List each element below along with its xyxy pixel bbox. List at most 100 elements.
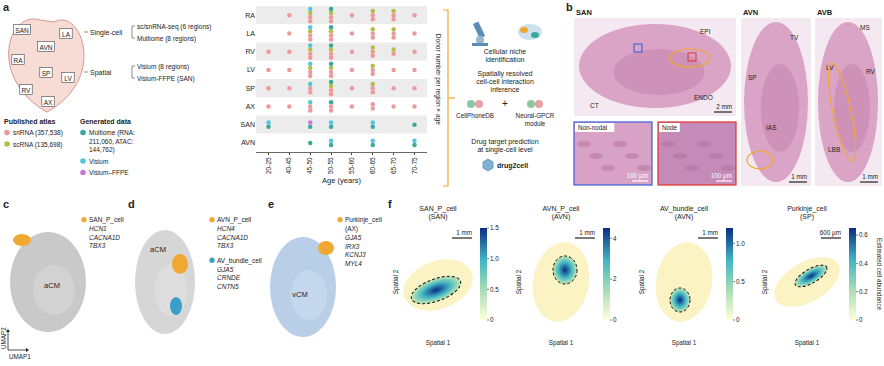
svg-text:d: d — [128, 198, 135, 210]
svg-text:Spatial 1: Spatial 1 — [672, 339, 697, 347]
svg-text:100 μm: 100 μm — [627, 172, 648, 180]
svg-text:RV: RV — [866, 68, 876, 75]
svg-text:(AVN): (AVN) — [675, 213, 694, 221]
svg-text:KCNJ3: KCNJ3 — [345, 251, 366, 258]
svg-text:CNTN5: CNTN5 — [217, 283, 239, 290]
svg-text:SAN: SAN — [15, 27, 29, 34]
svg-text:AVB: AVB — [817, 8, 833, 17]
svg-text:cell-cell interaction: cell-cell interaction — [476, 78, 534, 85]
svg-text:c: c — [3, 198, 9, 210]
svg-text:Multiome (RNA:: Multiome (RNA: — [89, 129, 135, 137]
svg-text:AX: AX — [44, 99, 53, 106]
svg-text:UMAP2: UMAP2 — [0, 327, 7, 349]
svg-text:Node: Node — [662, 124, 678, 131]
svg-text:SAN_P_cell: SAN_P_cell — [419, 205, 457, 213]
svg-text:MS: MS — [860, 24, 870, 31]
svg-text:Published atlas: Published atlas — [4, 118, 55, 125]
svg-text:AVN_P_cell: AVN_P_cell — [217, 216, 252, 224]
svg-text:1.5: 1.5 — [490, 224, 499, 231]
svg-text:Spatially resolved: Spatially resolved — [478, 70, 533, 78]
svg-text:Estimated cell abundance: Estimated cell abundance — [876, 238, 883, 311]
svg-text:RA: RA — [13, 57, 23, 64]
svg-text:Visium: Visium — [89, 158, 108, 165]
svg-text:TBX3: TBX3 — [217, 242, 234, 249]
svg-text:Non-nodal: Non-nodal — [578, 124, 607, 131]
svg-text:Age (years): Age (years) — [322, 176, 361, 185]
svg-text:144,762): 144,762) — [89, 146, 115, 154]
svg-text:Cellular niche: Cellular niche — [484, 48, 527, 55]
svg-text:CACNA1D: CACNA1D — [89, 234, 120, 241]
svg-text:AVN: AVN — [40, 44, 53, 51]
svg-text:SAN: SAN — [576, 8, 592, 17]
svg-text:0.4: 0.4 — [859, 260, 868, 267]
svg-text:SAN_P_cell: SAN_P_cell — [89, 216, 124, 224]
svg-text:Spatial: Spatial — [90, 69, 112, 77]
svg-text:1 mm: 1 mm — [579, 229, 595, 236]
svg-text:AVN: AVN — [743, 8, 758, 17]
svg-text:100 μm: 100 μm — [711, 172, 732, 180]
svg-text:Purkinje_cell: Purkinje_cell — [787, 205, 827, 213]
svg-text:Spatial 2: Spatial 2 — [392, 269, 400, 294]
svg-text:CT: CT — [590, 102, 599, 109]
svg-text:HCN4: HCN4 — [217, 225, 235, 232]
svg-text:Generated data: Generated data — [80, 118, 131, 125]
svg-text:(SAN): (SAN) — [428, 213, 447, 221]
svg-text:Visium (8 regions): Visium (8 regions) — [137, 63, 189, 71]
svg-text:Spatial 1: Spatial 1 — [795, 339, 820, 347]
svg-text:20-25: 20-25 — [265, 157, 272, 174]
svg-text:0: 0 — [490, 316, 494, 323]
svg-text:AX: AX — [246, 103, 256, 110]
svg-text:SP: SP — [748, 74, 757, 81]
svg-text:Spatial 2: Spatial 2 — [638, 269, 646, 294]
svg-text:RV: RV — [22, 87, 32, 94]
svg-text:211,060, ATAC:: 211,060, ATAC: — [89, 138, 134, 145]
svg-text:LA: LA — [62, 31, 71, 38]
svg-text:Visium–FFPE: Visium–FFPE — [89, 169, 129, 176]
svg-text:SP: SP — [42, 70, 51, 77]
svg-text:45-50: 45-50 — [306, 157, 313, 174]
svg-text:SAN: SAN — [241, 121, 255, 128]
svg-text:aCM: aCM — [150, 245, 166, 254]
svg-text:at single-cell level: at single-cell level — [477, 146, 533, 154]
svg-text:f: f — [388, 198, 392, 210]
svg-text:inference: inference — [491, 86, 520, 93]
svg-text:1 mm: 1 mm — [702, 229, 718, 236]
svg-text:vCM: vCM — [292, 290, 307, 299]
svg-text:CellPhoneDB: CellPhoneDB — [456, 112, 494, 119]
svg-text:0: 0 — [859, 316, 863, 323]
svg-text:(AX): (AX) — [345, 225, 358, 233]
svg-text:Spatial 2: Spatial 2 — [515, 269, 523, 294]
svg-text:GJA5: GJA5 — [345, 234, 362, 241]
svg-text:Spatial 1: Spatial 1 — [549, 339, 574, 347]
svg-text:EPI: EPI — [700, 28, 711, 35]
svg-text:Visium-FFPE (SAN): Visium-FFPE (SAN) — [137, 75, 195, 83]
svg-text:0: 0 — [736, 316, 740, 323]
svg-text:UMAP1: UMAP1 — [9, 353, 31, 360]
svg-text:+: + — [502, 98, 508, 109]
svg-text:2 mm: 2 mm — [716, 103, 732, 110]
svg-text:LBB: LBB — [828, 146, 840, 153]
svg-text:Purkinje_cell: Purkinje_cell — [345, 216, 382, 224]
svg-text:Spatial 1: Spatial 1 — [426, 339, 451, 347]
svg-text:1 mm: 1 mm — [862, 173, 878, 180]
svg-text:MYL4: MYL4 — [345, 260, 362, 267]
svg-text:1 mm: 1 mm — [791, 173, 807, 180]
svg-text:TBX3: TBX3 — [89, 242, 106, 249]
svg-text:b: b — [566, 1, 573, 13]
svg-text:2: 2 — [613, 275, 617, 282]
svg-text:CRNDE: CRNDE — [217, 274, 241, 281]
svg-text:snRNA (357,538): snRNA (357,538) — [13, 129, 63, 137]
svg-text:4: 4 — [613, 235, 617, 242]
svg-text:(AVN): (AVN) — [552, 213, 571, 221]
svg-text:scRNA (135,698): scRNA (135,698) — [13, 141, 63, 149]
svg-text:50-55: 50-55 — [327, 157, 334, 174]
svg-text:60-65: 60-65 — [369, 157, 376, 174]
svg-text:IRX3: IRX3 — [345, 243, 360, 250]
svg-text:1.0: 1.0 — [490, 255, 499, 262]
svg-text:1.0: 1.0 — [736, 240, 745, 247]
svg-text:Donor number per region × age: Donor number per region × age — [434, 34, 442, 125]
svg-text:drug2cell: drug2cell — [497, 162, 528, 170]
svg-text:0.6: 0.6 — [859, 231, 868, 238]
svg-text:aCM: aCM — [44, 281, 60, 290]
svg-text:TV: TV — [790, 34, 799, 41]
